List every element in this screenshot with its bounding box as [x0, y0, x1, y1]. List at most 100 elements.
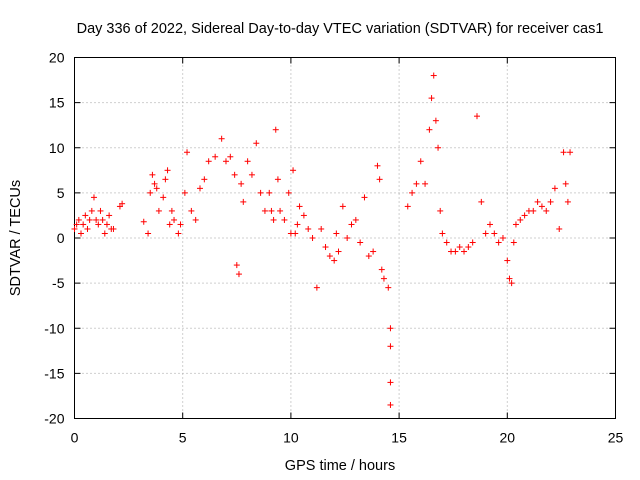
data-point [101, 230, 108, 237]
data-point [387, 401, 394, 408]
data-point [277, 207, 284, 214]
data-point [551, 185, 558, 192]
data-point [168, 207, 175, 214]
data-point [413, 180, 420, 187]
data-point [339, 203, 346, 210]
data-point [504, 257, 511, 264]
data-point [326, 253, 333, 260]
y-tick-labels: -20 -15 -10 -5 0 5 10 15 20 [44, 50, 64, 427]
data-point [99, 216, 106, 223]
data-point [171, 216, 178, 223]
data-point [188, 207, 195, 214]
data-point [469, 239, 476, 246]
x-tick-label: 5 [179, 430, 187, 446]
data-point [430, 72, 437, 79]
data-point [318, 225, 325, 232]
y-tick-label: 20 [49, 50, 65, 66]
data-point [175, 230, 182, 237]
data-point [290, 167, 297, 174]
y-tick-label: -15 [44, 365, 64, 381]
x-tick-label: 25 [608, 430, 624, 446]
data-point [82, 212, 89, 219]
data-point [344, 235, 351, 241]
data-point [238, 180, 245, 187]
data-point [517, 216, 524, 223]
data-point [361, 194, 368, 201]
data-point [274, 176, 281, 183]
y-tick-label: -10 [44, 320, 64, 336]
axis-ticks [74, 57, 616, 419]
data-point [335, 248, 342, 255]
data-point [86, 216, 93, 223]
data-point [147, 189, 154, 196]
data-point [564, 198, 571, 205]
data-point [205, 158, 212, 165]
data-point [160, 194, 167, 201]
data-point [461, 248, 468, 255]
data-point [272, 126, 279, 133]
data-point [432, 117, 439, 124]
data-point [103, 221, 110, 228]
y-tick-label: 10 [49, 140, 65, 156]
data-point [84, 225, 91, 232]
data-point [443, 239, 450, 246]
y-axis-label: SDTVAR / TECUs [8, 180, 24, 296]
data-point [80, 221, 87, 228]
data-point [530, 207, 537, 214]
data-point [506, 275, 513, 282]
data-point [240, 198, 247, 205]
data-point [456, 244, 463, 251]
data-point [162, 176, 169, 183]
data-point [294, 221, 301, 228]
x-tick-label: 0 [71, 430, 79, 446]
data-point [387, 325, 394, 332]
data-point [231, 171, 238, 178]
data-point [140, 218, 147, 225]
data-point [499, 235, 506, 241]
data-point [452, 248, 459, 255]
grid [74, 57, 616, 419]
data-point [352, 216, 359, 223]
data-point [212, 153, 219, 160]
data-point [333, 230, 340, 237]
data-point [560, 149, 567, 156]
data-point [93, 216, 100, 223]
chart-title: Day 336 of 2022, Sidereal Day-to-day VTE… [77, 21, 604, 37]
y-tick-label: -5 [52, 275, 65, 291]
data-point [510, 239, 517, 246]
y-tick-label: 5 [57, 185, 65, 201]
data-point [357, 239, 364, 246]
data-point [73, 221, 80, 228]
data-point [508, 280, 515, 287]
data-point [244, 158, 251, 165]
data-point [88, 207, 95, 214]
data-point [71, 225, 78, 232]
data-point [77, 230, 84, 237]
x-tick-label: 10 [283, 430, 299, 446]
data-point [300, 212, 307, 219]
data-point [482, 230, 489, 237]
x-tick-label: 20 [500, 430, 516, 446]
x-tick-label: 15 [391, 430, 407, 446]
data-point [474, 113, 481, 120]
data-point [253, 140, 260, 147]
data-point [387, 379, 394, 386]
data-point [534, 198, 541, 205]
data-point [309, 235, 316, 241]
data-point [248, 171, 255, 178]
data-point [348, 221, 355, 228]
data-point [233, 262, 240, 269]
y-tick-label: 0 [57, 230, 65, 246]
data-point [222, 158, 229, 165]
data-point [235, 271, 242, 278]
data-point [376, 176, 383, 183]
data-point [313, 284, 320, 291]
data-point [365, 253, 372, 260]
data-point [374, 162, 381, 169]
data-point [166, 221, 173, 228]
data-point [270, 216, 277, 223]
data-point [97, 207, 104, 214]
data-point [562, 180, 569, 187]
y-tick-label: -20 [44, 411, 64, 427]
